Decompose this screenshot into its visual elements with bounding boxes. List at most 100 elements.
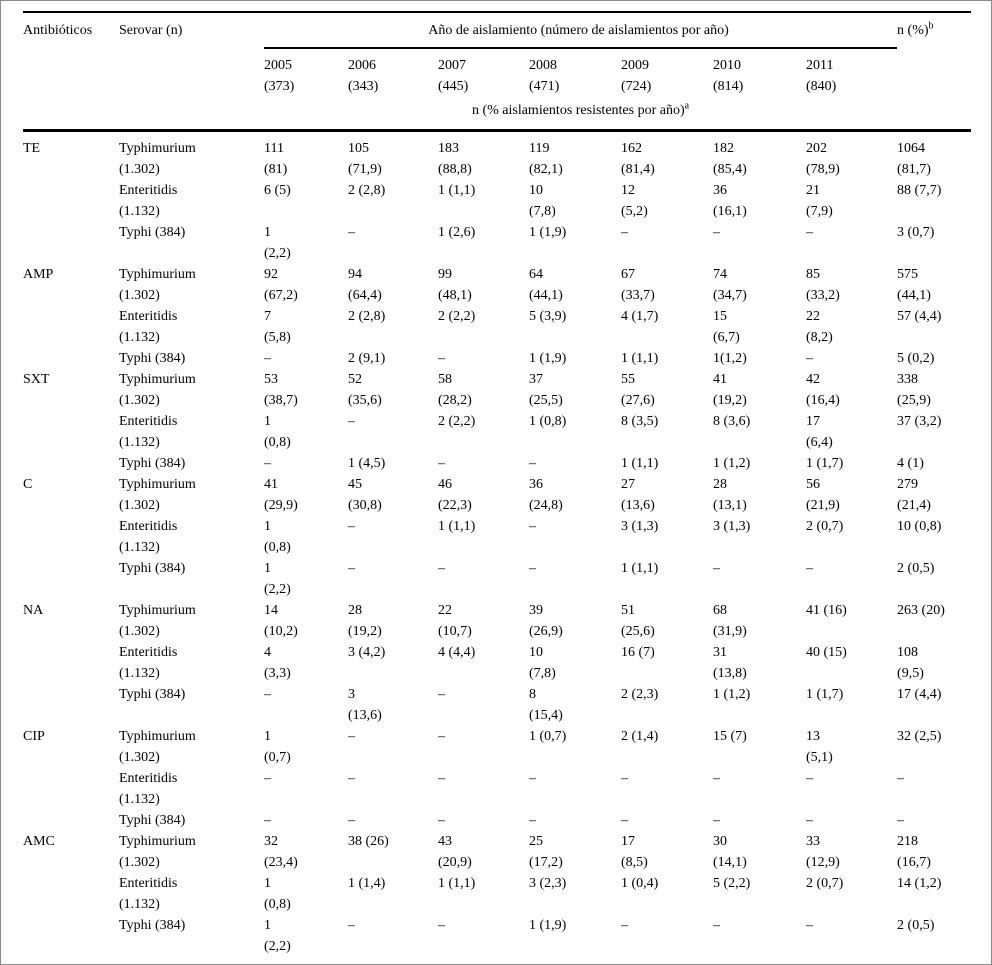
resistance-value: – bbox=[806, 351, 813, 366]
total-value: – bbox=[897, 771, 905, 786]
resistance-value: 1 (1,1) bbox=[438, 519, 476, 534]
resistance-value: – bbox=[264, 687, 271, 702]
resistance-value: – bbox=[713, 813, 720, 828]
total-value: 218 (16,7) bbox=[897, 834, 931, 870]
resistance-value: 2 (2,8) bbox=[348, 183, 386, 198]
resistance-value: – bbox=[621, 918, 628, 933]
resistance-value: 13 (5,1) bbox=[806, 729, 833, 765]
serovar-name: Enteritidis (1.132) bbox=[119, 876, 178, 912]
serovar-name: Enteritidis (1.132) bbox=[119, 645, 178, 681]
resistance-value: 21 (7,9) bbox=[806, 183, 833, 219]
resistance-value: – bbox=[713, 918, 720, 933]
subheader-label: n (% aislamientos resistentes por año) bbox=[471, 103, 685, 118]
total-value: 88 (7,7) bbox=[897, 183, 942, 198]
resistance-value: 2 (9,1) bbox=[348, 351, 386, 366]
total-value: 338 (25,9) bbox=[897, 372, 931, 408]
resistance-value: 36 (24,8) bbox=[529, 477, 563, 513]
resistance-value: 1 (2,6) bbox=[438, 225, 476, 240]
resistant-per-year-subheader: n (% aislamientos resistentes por año)a bbox=[264, 97, 897, 131]
resistance-value: – bbox=[621, 225, 628, 240]
table-row: Typhi (384) 1 (2,2) – – 1 (1,9) – – – 2 (0,5) bbox=[23, 915, 971, 964]
resistance-value: 3 (4,2) bbox=[348, 645, 386, 660]
antibiotic-name: AMP bbox=[23, 267, 54, 282]
resistance-value: 31 (13,8) bbox=[713, 645, 747, 681]
resistance-value: – bbox=[348, 225, 355, 240]
total-column-header: n (%)b bbox=[897, 12, 971, 131]
resistance-value: 5 (3,9) bbox=[529, 309, 567, 324]
table-row: AMP Typhimurium (1.302) 92 (67,2) 94 (64,4)… bbox=[23, 264, 971, 306]
table-row: Typhi (384) 1 (2,2) – – – 1 (1,1) – – 2 (0,5) bbox=[23, 558, 971, 600]
resistance-value: 2 (0,7) bbox=[806, 876, 844, 891]
table-header: Antibióticos Serovar (n) Año de aislamie… bbox=[23, 12, 971, 131]
table-row: Typhi (384) – – – – – – – – bbox=[23, 810, 971, 831]
resistance-value: 3 (13,6) bbox=[348, 687, 382, 723]
resistance-value: – bbox=[348, 519, 355, 534]
resistance-value: – bbox=[348, 561, 355, 576]
resistance-value: 1 (0,7) bbox=[529, 729, 567, 744]
resistance-value: 202 (78,9) bbox=[806, 129, 898, 180]
serovar-name: Enteritidis (1.132) bbox=[119, 309, 178, 345]
serovar-name: Typhi (384) bbox=[119, 561, 186, 576]
serovar-name: Enteritidis (1.132) bbox=[119, 519, 178, 555]
serovar-name: Typhimurium (1.302) bbox=[119, 603, 196, 639]
year-column-header: 2010 (814) bbox=[713, 58, 744, 94]
serovar-name: Typhimurium (1.302) bbox=[119, 834, 196, 870]
resistance-value: – bbox=[348, 771, 355, 786]
resistance-value: 45 (30,8) bbox=[348, 477, 382, 513]
resistance-value: – bbox=[438, 729, 445, 744]
antibiotics-column-header: Antibióticos bbox=[23, 23, 93, 38]
resistance-value: 1 (1,1) bbox=[621, 561, 659, 576]
table-row: NA Typhimurium (1.302) 14 (10,2) 28 (19,2) 2… bbox=[23, 600, 971, 642]
resistance-value: – bbox=[713, 561, 720, 576]
resistance-value: 7 (5,8) bbox=[264, 309, 291, 345]
table-body: TE Typhimurium (1.302) 111 (81) 105 (71,9) 1… bbox=[23, 129, 972, 965]
antibiotic-name: C bbox=[23, 477, 33, 492]
resistance-value: 162 (81,4) bbox=[621, 129, 713, 180]
antibiotic-name: AMC bbox=[23, 834, 55, 849]
serovar-name: Typhi (384) bbox=[119, 687, 186, 702]
year-column-header: 2008 (471) bbox=[529, 58, 560, 94]
resistance-value: 22 (10,7) bbox=[438, 603, 472, 639]
resistance-value: 16 (7) bbox=[621, 645, 655, 660]
resistance-value: 25 (17,2) bbox=[529, 834, 563, 870]
resistance-value: 1 (1,4) bbox=[348, 876, 386, 891]
resistance-value: 15 (6,7) bbox=[713, 309, 740, 345]
table-row: C Typhimurium (1.302) 41 (29,9) 45 (30,8) 46… bbox=[23, 474, 971, 516]
resistance-value: 3 (2,3) bbox=[529, 876, 567, 891]
resistance-value: – bbox=[348, 918, 355, 933]
resistance-value: – bbox=[529, 771, 536, 786]
resistance-value: – bbox=[806, 771, 813, 786]
serovar-name: Typhimurium (1.302) bbox=[119, 129, 264, 180]
resistance-value: 111 (81) bbox=[264, 129, 348, 180]
resistance-value: 38 (26) bbox=[348, 834, 389, 849]
year-column-header: 2011 (840) bbox=[806, 58, 837, 94]
resistance-value: 10 (7,8) bbox=[529, 645, 556, 681]
resistance-value: – bbox=[438, 813, 445, 828]
resistance-value: 2 (2,2) bbox=[438, 414, 476, 429]
resistance-value: – bbox=[806, 813, 813, 828]
resistance-value: 28 (13,1) bbox=[713, 477, 747, 513]
resistance-value: 10 (7,8) bbox=[529, 183, 556, 219]
serovar-name: Typhimurium (1.302) bbox=[119, 729, 196, 765]
resistance-value: 182 (85,4) bbox=[713, 129, 806, 180]
year-column-header: 2009 (724) bbox=[621, 58, 652, 94]
resistance-value: – bbox=[438, 351, 445, 366]
total-value: 32 (2,5) bbox=[897, 729, 942, 744]
year-column-header: 2007 (445) bbox=[438, 58, 469, 94]
resistance-value: – bbox=[806, 225, 813, 240]
table-row: SXT Typhimurium (1.302) 53 (38,7) 52 (35,6)… bbox=[23, 369, 971, 411]
total-value: 37 (3,2) bbox=[897, 414, 942, 429]
resistance-value: 94 (64,4) bbox=[348, 267, 382, 303]
total-value: 2 (0,5) bbox=[897, 918, 935, 933]
resistance-value: 41 (29,9) bbox=[264, 477, 298, 513]
resistance-value: 4 (4,4) bbox=[438, 645, 476, 660]
serovar-name: Enteritidis (1.132) bbox=[119, 771, 178, 807]
resistance-value: 1 (1,1) bbox=[621, 456, 659, 471]
resistance-value: 2 (0,7) bbox=[806, 519, 844, 534]
table-row: Typhi (384) – 3 (13,6) – 8 (15,4) 2 (2,3) 1 (1… bbox=[23, 684, 971, 726]
resistance-value: 1 (1,9) bbox=[529, 918, 567, 933]
resistance-value: 37 (25,5) bbox=[529, 372, 563, 408]
resistance-value: 4 (1,7) bbox=[621, 309, 659, 324]
table-row: Enteritidis (1.132) 1 (0,8) – 2 (2,2) 1 (0,8… bbox=[23, 411, 971, 453]
resistance-value: 105 (71,9) bbox=[348, 129, 438, 180]
